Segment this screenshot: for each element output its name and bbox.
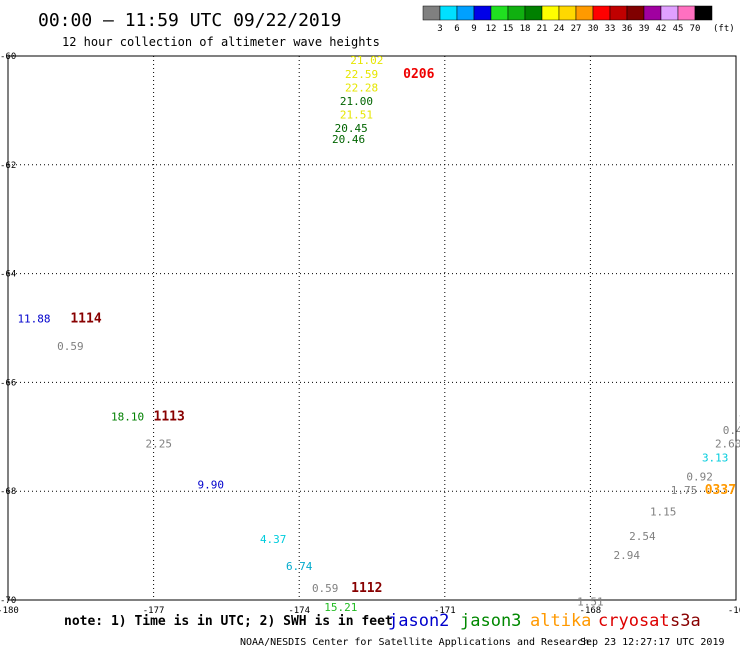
colorbar-tick-label: 45 xyxy=(673,24,684,34)
wave-height-label: 1.75 xyxy=(671,484,698,497)
colorbar-swatch xyxy=(524,5,543,21)
colorbar-tick-label: 3 xyxy=(437,24,442,34)
satellite-name-cryosat: cryosat xyxy=(598,611,670,631)
y-tick-label: -60 xyxy=(0,52,16,62)
wave-height-label: 21.02 xyxy=(350,54,383,67)
colorbar-tick-label: 30 xyxy=(588,24,599,34)
wave-height-label: 4.37 xyxy=(260,533,287,546)
colorbar-tick-label: 27 xyxy=(571,24,582,34)
wave-height-label: 21.51 xyxy=(340,109,373,122)
colorbar-tick-label: 21 xyxy=(537,24,548,34)
plot-area: -180 -177 -174 -171 -168 -16 -60 -62 -64 -66 -68 -7… xyxy=(0,52,740,616)
colorbar-unit: (ft) xyxy=(713,24,735,34)
wave-height-label: 0.41 xyxy=(723,424,740,437)
timestamp-text: Sep 23 12:27:17 UTC 2019 xyxy=(580,637,725,648)
colorbar-swatch xyxy=(626,5,645,21)
colorbar-tick-label: 24 xyxy=(554,24,565,34)
colorbar-swatch xyxy=(694,5,713,21)
wave-height-label: 20.46 xyxy=(332,133,365,146)
wave-height-label: 2.94 xyxy=(614,549,641,562)
colorbar-swatch xyxy=(456,5,475,21)
x-tick-label: -180 xyxy=(0,606,19,616)
colorbar-tick-label: 39 xyxy=(639,24,650,34)
pass-time-label: 1113 xyxy=(154,409,185,424)
colorbar-tick-label: 33 xyxy=(605,24,616,34)
pass-time-label: 0337 xyxy=(705,483,736,498)
wave-height-label: 2.60 xyxy=(715,438,740,451)
colorbar-swatch xyxy=(422,5,441,21)
colorbar-tick-label: 9 xyxy=(471,24,476,34)
colorbar-tick-label: 15 xyxy=(503,24,514,34)
y-tick-label: -66 xyxy=(0,378,16,388)
x-tick-label: -177 xyxy=(143,606,165,616)
wave-height-label: 1.51 xyxy=(577,595,604,608)
wave-height-label: 22.59 xyxy=(345,68,378,81)
pass-time-label: 1114 xyxy=(70,312,101,327)
colorbar-swatch xyxy=(643,5,662,21)
satellite-legend: jason2 jason3 altika cryosat s3a xyxy=(388,611,701,631)
colorbar-swatch xyxy=(490,5,509,21)
colorbar-legend: 3 6 9 12 15 18 21 24 27 30 33 36 39 42 45 70 xyxy=(422,5,713,34)
satellite-name-altika: altika xyxy=(530,611,591,631)
colorbar-swatch xyxy=(609,5,628,21)
wave-height-label: 21.00 xyxy=(340,95,373,108)
chart-title: 00:00 – 11:59 UTC 09/22/2019 xyxy=(38,10,341,31)
wave-height-label: 18.10 xyxy=(111,410,144,423)
wave-height-label: 11.88 xyxy=(17,313,50,326)
wave-height-label: 20.45 xyxy=(335,122,368,135)
x-tick-label: -174 xyxy=(288,606,310,616)
credit-text: NOAA/NESDIS Center for Satellite Applica… xyxy=(240,637,589,648)
chart-subtitle: 12 hour collection of altimeter wave hei… xyxy=(62,35,380,49)
satellite-name-s3a: s3a xyxy=(670,611,701,631)
satellite-name-jason2: jason2 xyxy=(388,611,449,631)
wave-height-label: 22.28 xyxy=(345,81,378,94)
x-tick-label: -171 xyxy=(434,606,456,616)
wave-height-label: 2.54 xyxy=(629,530,656,543)
wave-height-label: 9.90 xyxy=(198,478,225,491)
wave-height-label: 0.59 xyxy=(57,340,84,353)
x-tick-label: -16 xyxy=(728,606,740,616)
y-tick-label: -68 xyxy=(0,487,16,497)
colorbar-tick-label: 12 xyxy=(486,24,497,34)
colorbar-swatch xyxy=(677,5,696,21)
pass-time-label: 0206 xyxy=(403,67,434,82)
pass-time-label: 1112 xyxy=(351,581,382,596)
colorbar-tick-label: 18 xyxy=(520,24,531,34)
colorbar-swatch xyxy=(592,5,611,21)
wave-height-label: 0.59 xyxy=(312,582,339,595)
colorbar-swatch xyxy=(660,5,679,21)
y-tick-label: -70 xyxy=(0,596,16,606)
wave-height-label: 1.28 xyxy=(738,413,740,426)
colorbar-swatch xyxy=(558,5,577,21)
colorbar-tick-label: 6 xyxy=(454,24,459,34)
wave-height-label: 0.92 xyxy=(686,470,713,483)
wave-height-label: 3.13 xyxy=(702,451,729,464)
colorbar-swatch xyxy=(473,5,492,21)
wave-height-label: 2.25 xyxy=(146,438,173,451)
footnote: note: 1) Time is in UTC; 2) SWH is in fe… xyxy=(64,614,393,629)
colorbar-swatch xyxy=(541,5,560,21)
plot-frame xyxy=(7,55,737,601)
colorbar-swatch xyxy=(507,5,526,21)
y-tick-label: -64 xyxy=(0,270,16,280)
colorbar-swatch xyxy=(439,5,458,21)
wave-height-label: 1.15 xyxy=(650,506,677,519)
colorbar-swatch xyxy=(575,5,594,21)
y-tick-label: -62 xyxy=(0,161,16,171)
x-tick-label: -168 xyxy=(580,606,602,616)
satellite-name-jason3: jason3 xyxy=(460,611,521,631)
colorbar-tick-label: 36 xyxy=(622,24,633,34)
colorbar-tick-label: 42 xyxy=(656,24,667,34)
wave-height-label: 15.21 xyxy=(324,601,357,614)
colorbar-tick-label: 70 xyxy=(690,24,701,34)
wave-height-label: 6.74 xyxy=(286,560,313,573)
